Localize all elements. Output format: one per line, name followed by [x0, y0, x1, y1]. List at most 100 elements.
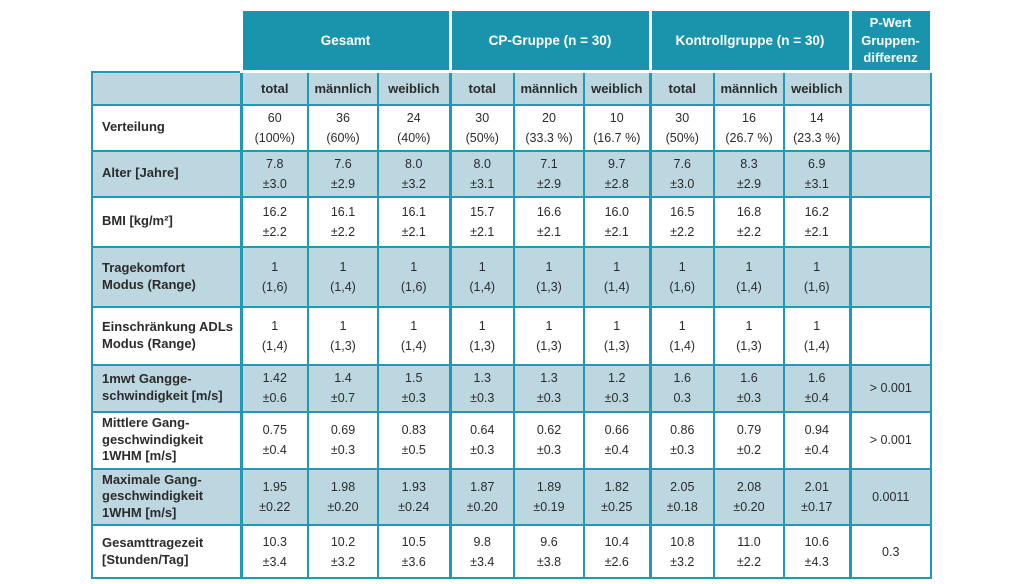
table-cell: 1.2 ±0.3	[583, 363, 651, 413]
table-cell: 10.8 ±3.2	[648, 524, 715, 580]
table-cell: 24 (40%)	[377, 103, 451, 152]
table-cell: 0.62 ±0.3	[513, 410, 585, 470]
table-cell: 11.0 ±2.2	[713, 524, 785, 580]
table-cell: 10.5 ±3.6	[377, 524, 451, 580]
table-cell: 16.1 ±2.1	[377, 195, 451, 248]
table-cell: 9.7 ±2.8	[583, 149, 651, 198]
blank-cell	[91, 70, 242, 106]
p-value-cell	[848, 103, 932, 152]
row-label: Tragekomfort Modus (Range)	[91, 245, 242, 308]
table-cell: 16.8 ±2.2	[713, 195, 785, 248]
table-cell: 1 (1,4)	[648, 305, 715, 366]
row-label: Verteilung	[91, 103, 242, 152]
table-cell: 8.0 ±3.2	[377, 149, 451, 198]
table-row-verteilung: Verteilung 60 (100%) 36 (60%) 24 (40%) 3…	[91, 103, 932, 152]
row-label: Maximale Gang- geschwindigkeit 1WHM [m/s…	[91, 467, 242, 527]
table-cell: 0.79 ±0.2	[713, 410, 785, 470]
table-row-einschraenkung-adls: Einschränkung ADLs Modus (Range) 1 (1,4)…	[91, 305, 932, 366]
table-cell: 1 (1,4)	[307, 245, 379, 308]
table-cell: 15.7 ±2.1	[448, 195, 515, 248]
table-cell: 1.98 ±0.20	[307, 467, 379, 527]
table-cell: 10.3 ±3.4	[239, 524, 309, 580]
row-label: 1mwt Gangge- schwindigkeit [m/s]	[91, 363, 242, 413]
table-cell: 10.2 ±3.2	[307, 524, 379, 580]
table-cell: 1 (1,6)	[783, 245, 851, 308]
table-cell: 1.6 ±0.4	[783, 363, 851, 413]
table-row-alter: Alter [Jahre] 7.8 ±3.0 7.6 ±2.9 8.0 ±3.2…	[91, 149, 932, 198]
table-cell: 7.6 ±3.0	[648, 149, 715, 198]
table-row-mittlere-ganggeschwindigkeit: Mittlere Gang- geschwindigkeit 1WHM [m/s…	[91, 410, 932, 470]
table-row-maximale-ganggeschwindigkeit: Maximale Gang- geschwindigkeit 1WHM [m/s…	[91, 467, 932, 527]
table-cell: 16 (26.7 %)	[713, 103, 785, 152]
table-cell: 1.89 ±0.19	[513, 467, 585, 527]
table-cell: 0.64 ±0.3	[448, 410, 515, 470]
column-group-gesamt: Gesamt	[239, 8, 452, 73]
subcolumn-header-row: total männlich weiblich total männlich w…	[91, 70, 932, 106]
table-cell: 20 (33.3 %)	[513, 103, 585, 152]
column-group-kontrollgruppe: Kontrollgruppe (n = 30)	[648, 8, 852, 73]
table-cell: 1 (1,6)	[648, 245, 715, 308]
table-row-gesamttragezeit: Gesamttragezeit [Stunden/Tag] 10.3 ±3.4 …	[91, 524, 932, 580]
table-cell: 30 (50%)	[448, 103, 515, 152]
table-cell: 2.05 ±0.18	[648, 467, 715, 527]
table-cell: 1.4 ±0.7	[307, 363, 379, 413]
table-cell: 1 (1,4)	[377, 305, 451, 366]
table-cell: 1.3 ±0.3	[448, 363, 515, 413]
table-cell: 7.1 ±2.9	[513, 149, 585, 198]
row-label: Alter [Jahre]	[91, 149, 242, 198]
table-cell: 16.6 ±2.1	[513, 195, 585, 248]
table-cell: 10.6 ±4.3	[783, 524, 851, 580]
table-row-bmi: BMI [kg/m²] 16.2 ±2.2 16.1 ±2.2 16.1 ±2.…	[91, 195, 932, 248]
table-cell: 1 (1,3)	[448, 305, 515, 366]
table-cell: 0.86 ±0.3	[648, 410, 715, 470]
table-cell: 1.82 ±0.25	[583, 467, 651, 527]
table-cell: 1.95 ±0.22	[239, 467, 309, 527]
table-cell: 1 (1,3)	[307, 305, 379, 366]
p-value-cell	[848, 195, 932, 248]
table-cell: 16.0 ±2.1	[583, 195, 651, 248]
table-cell: 2.01 ±0.17	[783, 467, 851, 527]
table-cell: 1 (1,3)	[713, 305, 785, 366]
subcolumn-header-maennlich: männlich	[513, 70, 585, 106]
p-value-cell	[848, 149, 932, 198]
subcolumn-header-weiblich: weiblich	[783, 70, 851, 106]
table-cell: 1.87 ±0.20	[448, 467, 515, 527]
row-label: Mittlere Gang- geschwindigkeit 1WHM [m/s…	[91, 410, 242, 470]
blank-cell	[848, 70, 932, 106]
row-label: BMI [kg/m²]	[91, 195, 242, 248]
table-cell: 30 (50%)	[648, 103, 715, 152]
table-cell: 9.8 ±3.4	[448, 524, 515, 580]
subcolumn-header-total: total	[239, 70, 309, 106]
table-cell: 1 (1,3)	[583, 305, 651, 366]
table-cell: 16.2 ±2.2	[239, 195, 309, 248]
table-cell: 14 (23.3 %)	[783, 103, 851, 152]
table-cell: 10.4 ±2.6	[583, 524, 651, 580]
table-cell: 10 (16.7 %)	[583, 103, 651, 152]
table-cell: 9.6 ±3.8	[513, 524, 585, 580]
p-value-cell: 0.3	[848, 524, 932, 580]
table-cell: 1.5 ±0.3	[377, 363, 451, 413]
table-cell: 1 (1,4)	[783, 305, 851, 366]
table-cell: 1 (1,6)	[239, 245, 309, 308]
group-statistics-table: Gesamt CP-Gruppe (n = 30) Kontrollgruppe…	[91, 8, 933, 580]
table-cell: 2.08 ±0.20	[713, 467, 785, 527]
row-label: Einschränkung ADLs Modus (Range)	[91, 305, 242, 366]
subcolumn-header-weiblich: weiblich	[377, 70, 451, 106]
p-value-column-header: P-Wert Gruppen- differenz	[848, 8, 933, 73]
table-cell: 1 (1,4)	[239, 305, 309, 366]
table-cell: 1 (1,4)	[583, 245, 651, 308]
p-value-cell: > 0.001	[848, 363, 932, 413]
table-cell: 16.2 ±2.1	[783, 195, 851, 248]
table-cell: 8.0 ±3.1	[448, 149, 515, 198]
table-cell: 1.3 ±0.3	[513, 363, 585, 413]
table-cell: 16.1 ±2.2	[307, 195, 379, 248]
table-row-tragekomfort: Tragekomfort Modus (Range) 1 (1,6) 1 (1,…	[91, 245, 932, 308]
table-cell: 6.9 ±3.1	[783, 149, 851, 198]
table-cell: 1 (1,4)	[448, 245, 515, 308]
column-group-cp-gruppe: CP-Gruppe (n = 30)	[448, 8, 652, 73]
p-value-cell: > 0.001	[848, 410, 932, 470]
table-cell: 0.69 ±0.3	[307, 410, 379, 470]
p-value-cell	[848, 245, 932, 308]
row-label: Gesamttragezeit [Stunden/Tag]	[91, 524, 242, 580]
table-row-1mwt-ganggeschwindigkeit: 1mwt Gangge- schwindigkeit [m/s] 1.42 ±0…	[91, 363, 932, 413]
